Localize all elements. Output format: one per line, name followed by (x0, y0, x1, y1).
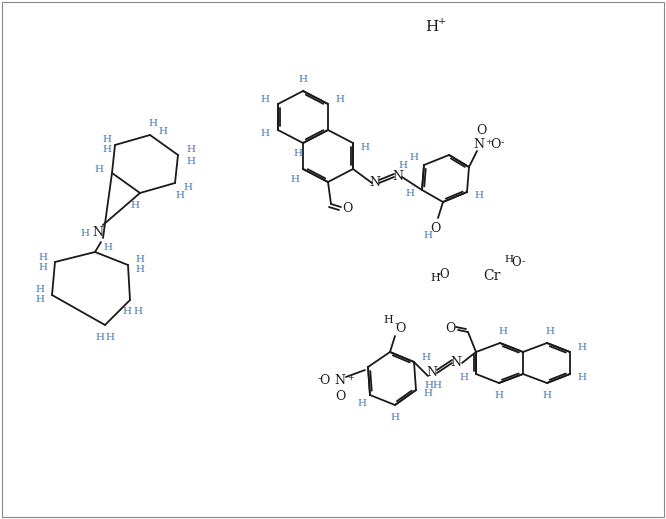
Text: H: H (505, 255, 513, 265)
Text: N: N (474, 139, 484, 152)
Text: H: H (95, 166, 103, 174)
Text: H: H (360, 143, 370, 152)
Text: H: H (358, 399, 366, 407)
Text: H: H (426, 20, 439, 34)
Text: -O: -O (436, 268, 450, 281)
Text: H: H (186, 145, 196, 155)
Text: H: H (498, 326, 507, 335)
Text: H: H (103, 134, 111, 143)
Text: H: H (545, 326, 555, 335)
Text: H: H (35, 285, 45, 294)
Text: H: H (494, 390, 503, 400)
Text: N: N (392, 171, 404, 184)
Text: H: H (260, 130, 270, 139)
Text: H: H (176, 190, 184, 199)
Text: H: H (390, 413, 400, 421)
Text: H: H (474, 192, 484, 200)
Text: H: H (298, 75, 308, 85)
Text: H: H (95, 333, 105, 342)
Text: H: H (424, 389, 432, 399)
Text: N: N (93, 226, 103, 239)
Text: H: H (577, 344, 587, 352)
Text: -: - (318, 375, 321, 384)
Text: -: - (395, 320, 398, 329)
Text: H: H (398, 160, 408, 170)
Text: H: H (135, 266, 145, 275)
Text: H: H (577, 374, 587, 383)
Text: O: O (511, 256, 521, 269)
Text: -: - (501, 139, 504, 147)
Text: H: H (103, 242, 113, 252)
Text: H: H (103, 145, 111, 155)
Text: H: H (406, 189, 414, 198)
Text: Cr: Cr (484, 269, 501, 283)
Text: +: + (347, 374, 354, 382)
Text: +: + (438, 18, 446, 26)
Text: H: H (186, 157, 196, 166)
Text: H: H (35, 295, 45, 305)
Text: +: + (485, 138, 492, 146)
Text: H: H (39, 263, 47, 271)
Text: -: - (522, 257, 525, 266)
Text: H: H (336, 95, 344, 104)
Text: H: H (410, 153, 418, 161)
Text: H: H (159, 128, 168, 136)
Text: O: O (430, 222, 440, 235)
Text: N: N (370, 176, 380, 189)
Text: O: O (445, 321, 455, 335)
Text: H: H (460, 374, 468, 383)
Text: H: H (422, 353, 430, 362)
Text: H: H (149, 119, 157, 129)
Text: H: H (290, 174, 300, 184)
Text: N: N (334, 375, 346, 388)
Text: N: N (450, 357, 462, 370)
Text: H: H (383, 315, 393, 325)
Text: H: H (135, 255, 145, 265)
Text: H: H (184, 184, 192, 193)
Text: H: H (432, 381, 442, 390)
Text: H: H (294, 149, 302, 158)
Text: H: H (39, 253, 47, 262)
Text: O: O (490, 139, 500, 152)
Text: H: H (260, 95, 270, 104)
Text: O: O (395, 321, 405, 335)
Text: H: H (81, 228, 89, 238)
Text: H: H (543, 390, 551, 400)
Text: H: H (133, 307, 143, 317)
Text: N: N (426, 366, 438, 379)
Text: H: H (424, 381, 434, 390)
Text: O: O (335, 389, 345, 403)
Text: H: H (430, 273, 440, 283)
Text: O: O (319, 375, 329, 388)
Text: H: H (131, 200, 139, 210)
Text: H: H (424, 231, 432, 240)
Text: H: H (123, 307, 131, 317)
Text: O: O (476, 125, 486, 138)
Text: H: H (105, 333, 115, 342)
Text: O: O (342, 202, 352, 215)
